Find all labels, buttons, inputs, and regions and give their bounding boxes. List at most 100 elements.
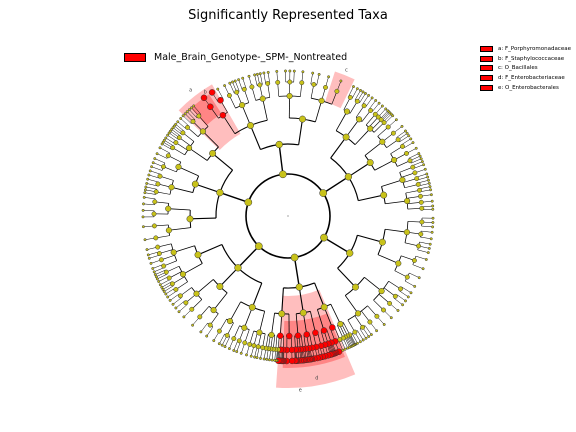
tree-branch — [316, 74, 320, 86]
tree-branch — [162, 143, 172, 150]
taxon-node — [168, 298, 172, 302]
taxon-node — [227, 347, 231, 351]
taxon-node — [251, 343, 257, 349]
tree-branch — [260, 73, 263, 85]
tree-branch — [377, 254, 399, 264]
taxon-node — [405, 131, 409, 135]
page-title: Significantly Represented Taxa — [188, 8, 388, 23]
taxon-node — [209, 149, 217, 157]
taxon-node — [199, 330, 203, 334]
taxon-node — [163, 269, 169, 275]
taxon-node — [228, 81, 232, 85]
tree-branch — [195, 183, 221, 194]
taxon-node — [141, 208, 145, 212]
taxon-node — [262, 357, 266, 361]
taxon-node — [418, 199, 424, 205]
taxon-node — [182, 315, 186, 319]
tree-branch — [417, 249, 429, 253]
taxon-node — [406, 295, 410, 299]
tree-branch — [172, 297, 182, 305]
significant-node — [207, 103, 214, 111]
taxon-node — [355, 310, 362, 317]
taxon-node — [411, 141, 415, 145]
tree-branch — [385, 200, 408, 205]
tree-branch — [396, 130, 406, 138]
taxon-node — [173, 140, 179, 146]
taxon-node — [170, 145, 176, 151]
tree-branch — [180, 118, 189, 127]
taxon-node — [417, 276, 421, 280]
taxon-node — [301, 70, 305, 74]
clade-legend-swatch — [480, 65, 493, 72]
taxon-node — [151, 267, 155, 270]
taxon-node — [396, 309, 400, 312]
clade-letter: b — [204, 89, 207, 95]
tree-branch — [330, 136, 347, 159]
tree-branch — [293, 257, 300, 288]
taxon-node — [247, 74, 251, 78]
tree-branch — [154, 267, 165, 273]
taxon-node — [265, 81, 271, 86]
tree-branch — [323, 306, 333, 328]
taxon-node — [259, 95, 266, 102]
tree-branch — [368, 100, 376, 110]
taxon-node — [176, 135, 182, 141]
tree-branch — [193, 105, 202, 115]
tree-branch — [415, 255, 427, 260]
taxon-node — [226, 318, 234, 325]
tree-branch — [354, 128, 371, 145]
tree-branch — [168, 208, 191, 211]
taxon-node — [239, 351, 243, 355]
taxon-node — [361, 338, 365, 342]
tree-branch — [385, 228, 407, 233]
group-legend: Male_Brain_Genotype-_SPM-_Nontreated — [124, 52, 347, 63]
tree-branch — [335, 111, 348, 131]
taxon-node — [190, 106, 193, 110]
taxon-node — [379, 138, 386, 145]
taxon-node — [205, 334, 209, 338]
taxon-node — [223, 84, 227, 88]
tree-branch — [175, 300, 185, 309]
taxon-node — [151, 161, 155, 165]
tree-branch — [359, 328, 367, 339]
taxon-node — [389, 316, 393, 320]
taxon-node — [176, 120, 180, 124]
taxon-node — [142, 202, 145, 206]
taxon-node — [194, 251, 202, 259]
tree-branch — [159, 147, 170, 154]
taxon-node — [429, 188, 433, 192]
taxon-node — [145, 182, 149, 185]
taxon-node — [237, 78, 241, 82]
taxon-node — [275, 69, 279, 73]
taxon-node — [262, 71, 266, 75]
taxon-node — [270, 358, 274, 362]
taxon-node — [266, 70, 270, 74]
group-legend-label: Male_Brain_Genotype-_SPM-_Nontreated — [154, 52, 348, 63]
tree-branch — [144, 192, 156, 195]
clade-letter: a — [189, 88, 192, 94]
taxon-node — [191, 323, 195, 327]
tree-branch — [217, 89, 224, 99]
taxon-node — [257, 82, 263, 88]
taxon-node — [166, 133, 170, 137]
taxon-node — [166, 275, 172, 281]
tree-branch — [154, 158, 166, 164]
tree-branch — [357, 234, 383, 243]
taxon-node — [216, 328, 222, 334]
taxon-node — [247, 122, 254, 129]
taxon-node — [418, 154, 422, 158]
taxon-node — [210, 307, 217, 314]
tree-branch — [322, 176, 349, 194]
tree-branch — [358, 194, 384, 202]
taxon-node — [241, 76, 245, 80]
taxon-node — [153, 273, 157, 276]
taxon-node — [189, 306, 195, 312]
tree-nodes — [141, 69, 435, 365]
taxon-node — [414, 146, 418, 150]
taxon-node — [334, 88, 340, 94]
taxon-node — [153, 189, 159, 195]
taxon-node — [299, 80, 305, 86]
taxon-node — [382, 323, 386, 326]
tree-branch — [362, 95, 369, 105]
tree-branch — [323, 237, 351, 254]
